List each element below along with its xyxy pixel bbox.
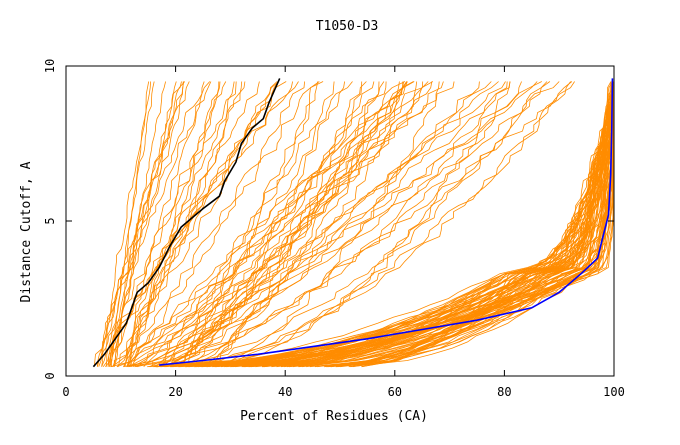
model-curve <box>97 81 151 367</box>
chart-title: T1050-D3 <box>316 19 379 34</box>
ticks-layer: 0 20 40 60 80 100 0 5 10 <box>43 59 625 399</box>
model-curve <box>124 81 429 367</box>
model-curve <box>214 81 614 368</box>
model-curve <box>188 81 319 367</box>
model-curve <box>156 81 571 368</box>
model-curve <box>125 81 455 367</box>
model-curve <box>184 81 353 367</box>
x-tick-label: 0 <box>62 385 69 399</box>
model-curve <box>93 81 212 367</box>
model-curve <box>109 81 186 367</box>
model-curve <box>161 81 542 368</box>
model-curve <box>102 81 279 367</box>
model-curve <box>160 81 614 368</box>
model-curve <box>170 81 414 367</box>
model-curve <box>201 81 511 368</box>
model-curve <box>181 81 575 368</box>
model-curve <box>361 81 614 368</box>
model-curve <box>111 81 177 367</box>
model-curve <box>116 81 246 368</box>
x-tick-label: 80 <box>497 385 511 399</box>
model-curve <box>132 81 335 368</box>
model-curve <box>194 81 404 367</box>
model-curve <box>111 81 305 368</box>
model-curve <box>128 81 220 367</box>
y-tick-label: 0 <box>43 372 57 379</box>
model-curve <box>261 81 614 368</box>
model-curve <box>200 81 538 367</box>
x-tick-label: 60 <box>388 385 402 399</box>
model-curve <box>137 81 492 368</box>
model-curve <box>165 81 551 368</box>
model-curve <box>206 81 400 368</box>
black-model-curve <box>92 78 281 368</box>
model-curve <box>126 81 480 368</box>
model-curve <box>163 81 367 368</box>
model-curve <box>128 81 511 368</box>
y-axis-label: Distance Cutoff, A <box>19 161 34 302</box>
model-curve <box>113 81 278 367</box>
model-curve <box>96 81 190 367</box>
highlight-models-layer <box>92 78 614 368</box>
model-curve <box>124 81 235 367</box>
model-curve <box>150 81 407 368</box>
model-curve <box>152 81 499 367</box>
model-curve <box>106 81 166 367</box>
model-curve <box>107 81 237 367</box>
other-models-layer <box>93 81 614 368</box>
x-axis-label: Percent of Residues (CA) <box>240 409 428 424</box>
model-curve <box>130 81 408 367</box>
model-curve <box>123 81 293 367</box>
model-curve <box>149 81 375 368</box>
blue-model-curve <box>159 78 614 366</box>
model-curve <box>160 81 406 367</box>
model-curve <box>104 81 150 367</box>
model-curve <box>208 81 440 368</box>
y-tick-label: 10 <box>43 59 57 73</box>
x-tick-label: 20 <box>168 385 182 399</box>
x-tick-label: 40 <box>278 385 292 399</box>
model-curve <box>157 81 418 368</box>
model-curve <box>180 81 573 368</box>
model-curve <box>155 81 614 368</box>
model-curve <box>128 81 522 368</box>
x-tick-label: 100 <box>603 385 625 399</box>
y-tick-label: 5 <box>43 217 57 224</box>
model-curve <box>164 81 560 368</box>
model-curve <box>131 81 320 367</box>
model-curve <box>134 81 508 368</box>
model-curve <box>147 81 614 368</box>
model-curve <box>110 81 433 368</box>
model-curve <box>129 81 405 367</box>
